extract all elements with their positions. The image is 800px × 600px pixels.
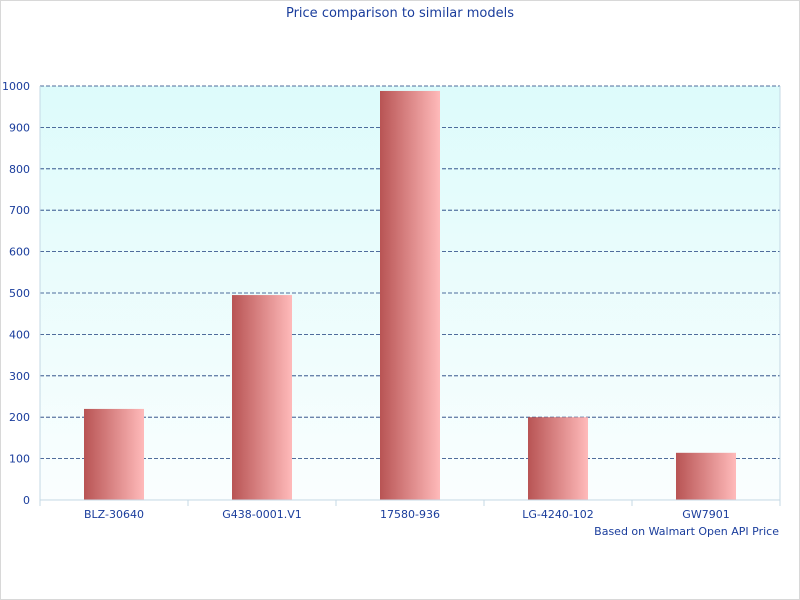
x-tick-label: G438-0001.V1 <box>222 508 302 521</box>
y-tick-label: 700 <box>9 204 30 217</box>
axes <box>39 86 781 506</box>
y-tick-label: 600 <box>9 246 30 259</box>
y-tick-label: 400 <box>9 328 30 341</box>
bar <box>232 295 292 500</box>
x-tick-label: LG-4240-102 <box>522 508 594 521</box>
x-tick-label: BLZ-30640 <box>84 508 144 521</box>
y-tick-labels: 0 100 200 300 400 500 600 700 800 900 1000 <box>2 80 30 507</box>
x-tick-labels: BLZ-30640 G438-0001.V1 17580-936 LG-4240-10… <box>84 508 730 521</box>
y-tick-label: 100 <box>9 453 30 466</box>
y-tick-label: 1000 <box>2 80 30 93</box>
bar <box>528 417 588 500</box>
y-tick-label: 900 <box>9 121 30 134</box>
y-tick-label: 0 <box>23 494 30 507</box>
y-tick-label: 500 <box>9 287 30 300</box>
bar <box>84 408 144 500</box>
y-tick-label: 300 <box>9 370 30 383</box>
x-tick-label: 17580-936 <box>380 508 440 521</box>
y-tick-label: 200 <box>9 411 30 424</box>
bar <box>380 90 440 500</box>
x-tick-label: GW7901 <box>682 508 729 521</box>
bars <box>84 90 736 500</box>
chart-title: Price comparison to similar models <box>286 6 514 21</box>
bar <box>676 452 736 500</box>
source-note: Based on Walmart Open API Price <box>594 525 779 538</box>
y-tick-label: 800 <box>9 163 30 176</box>
